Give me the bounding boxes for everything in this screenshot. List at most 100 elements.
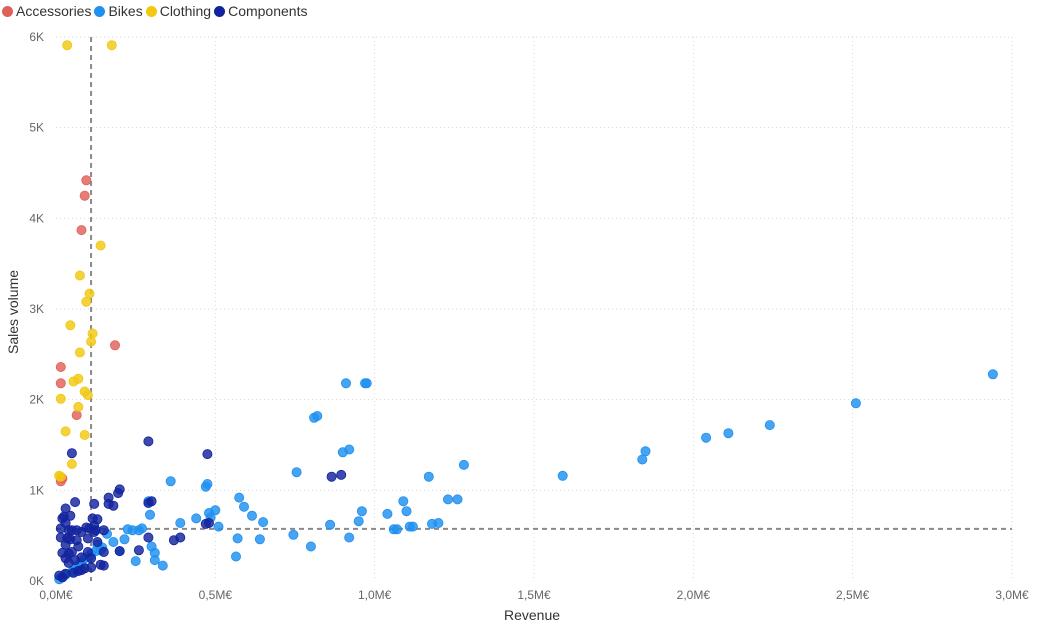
data-point[interactable]: [987, 369, 998, 380]
data-point[interactable]: [98, 525, 109, 536]
data-point[interactable]: [114, 546, 125, 557]
data-point[interactable]: [426, 518, 437, 529]
data-point[interactable]: [305, 541, 316, 552]
data-point[interactable]: [66, 448, 77, 459]
data-point[interactable]: [82, 533, 93, 544]
data-point[interactable]: [356, 506, 367, 517]
data-point[interactable]: [200, 481, 211, 492]
data-point[interactable]: [76, 552, 87, 563]
data-point[interactable]: [57, 513, 68, 524]
data-point[interactable]: [144, 509, 155, 520]
data-point[interactable]: [70, 497, 81, 508]
data-point[interactable]: [60, 426, 71, 437]
data-point[interactable]: [74, 347, 85, 358]
legend-item-clothing[interactable]: Clothing: [145, 3, 211, 19]
legend-item-components[interactable]: Components: [214, 3, 307, 19]
legend-item-bikes[interactable]: Bikes: [94, 3, 143, 19]
data-point[interactable]: [55, 471, 66, 482]
data-point[interactable]: [325, 519, 336, 530]
data-point[interactable]: [361, 378, 372, 389]
data-point[interactable]: [87, 328, 98, 339]
data-point[interactable]: [165, 476, 176, 487]
data-point[interactable]: [337, 447, 348, 458]
data-point[interactable]: [458, 459, 469, 470]
data-point[interactable]: [213, 521, 224, 532]
data-point[interactable]: [388, 524, 399, 535]
data-point[interactable]: [146, 541, 157, 552]
data-point[interactable]: [74, 270, 85, 281]
data-point[interactable]: [82, 547, 93, 558]
data-point[interactable]: [55, 361, 66, 372]
data-point[interactable]: [55, 378, 66, 389]
data-point[interactable]: [143, 532, 154, 543]
data-point[interactable]: [157, 560, 168, 571]
data-point[interactable]: [73, 401, 84, 412]
data-point[interactable]: [764, 420, 775, 431]
data-point[interactable]: [404, 521, 415, 532]
data-point[interactable]: [66, 458, 77, 469]
data-point[interactable]: [98, 560, 109, 571]
data-point[interactable]: [106, 40, 117, 51]
data-point[interactable]: [81, 175, 92, 186]
data-point[interactable]: [637, 454, 648, 465]
data-point[interactable]: [92, 514, 103, 525]
data-point[interactable]: [723, 428, 734, 439]
data-point[interactable]: [238, 501, 249, 512]
data-point[interactable]: [326, 471, 337, 482]
data-point[interactable]: [86, 336, 97, 347]
data-point[interactable]: [63, 557, 74, 568]
data-point[interactable]: [65, 320, 76, 331]
data-point[interactable]: [340, 378, 351, 389]
data-point[interactable]: [89, 498, 100, 509]
data-point[interactable]: [92, 537, 103, 548]
data-point[interactable]: [309, 412, 320, 423]
data-point[interactable]: [701, 432, 712, 443]
data-point[interactable]: [234, 492, 245, 503]
data-point[interactable]: [254, 534, 265, 545]
data-point[interactable]: [850, 398, 861, 409]
data-point[interactable]: [81, 296, 92, 307]
data-point[interactable]: [382, 508, 393, 519]
data-point[interactable]: [336, 469, 347, 480]
data-point[interactable]: [130, 556, 141, 567]
data-point[interactable]: [401, 506, 412, 517]
data-point[interactable]: [232, 533, 243, 544]
data-point[interactable]: [103, 498, 114, 509]
data-point[interactable]: [203, 507, 214, 518]
data-point[interactable]: [452, 494, 463, 505]
data-point[interactable]: [246, 510, 257, 521]
data-point[interactable]: [55, 393, 66, 404]
data-point[interactable]: [79, 190, 90, 201]
data-point[interactable]: [191, 513, 202, 524]
data-point[interactable]: [203, 518, 214, 529]
data-point[interactable]: [73, 541, 84, 552]
data-point[interactable]: [442, 494, 453, 505]
data-point[interactable]: [353, 516, 364, 527]
data-point[interactable]: [54, 570, 65, 581]
data-point[interactable]: [122, 524, 133, 535]
data-point[interactable]: [175, 532, 186, 543]
data-point[interactable]: [98, 547, 109, 558]
data-point[interactable]: [133, 545, 144, 556]
data-point[interactable]: [110, 340, 121, 351]
data-point[interactable]: [119, 534, 130, 545]
data-point[interactable]: [68, 376, 79, 387]
data-point[interactable]: [89, 527, 100, 538]
data-point[interactable]: [143, 436, 154, 447]
data-point[interactable]: [82, 390, 93, 401]
data-point[interactable]: [291, 467, 302, 478]
data-point[interactable]: [423, 471, 434, 482]
data-point[interactable]: [79, 429, 90, 440]
data-point[interactable]: [76, 565, 87, 576]
data-point[interactable]: [71, 410, 82, 421]
data-point[interactable]: [344, 532, 355, 543]
data-point[interactable]: [288, 529, 299, 540]
data-point[interactable]: [258, 517, 269, 528]
data-point[interactable]: [108, 537, 119, 548]
data-point[interactable]: [55, 523, 66, 534]
data-point[interactable]: [62, 40, 73, 51]
data-point[interactable]: [230, 551, 241, 562]
data-point[interactable]: [95, 240, 106, 251]
data-point[interactable]: [398, 496, 409, 507]
data-point[interactable]: [557, 470, 568, 481]
